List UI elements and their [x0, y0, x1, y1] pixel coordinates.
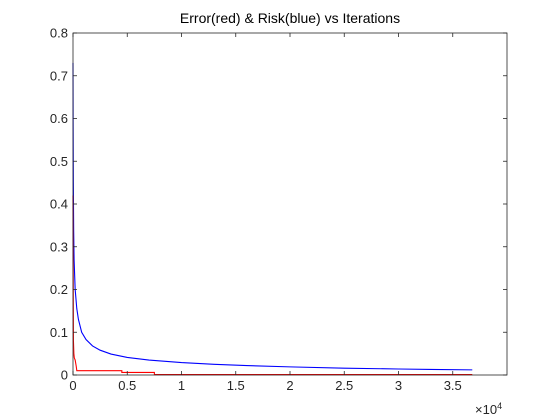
x-tick-label: 3.5: [444, 378, 462, 393]
y-tick-label: 0.4: [50, 197, 68, 212]
x-tick-label: 1.5: [227, 378, 245, 393]
x-tick-label: 0: [69, 378, 76, 393]
x-tick-label: 3: [395, 378, 402, 393]
y-tick-label: 0: [61, 368, 68, 383]
x-tick-label: 2: [286, 378, 293, 393]
y-tick-label: 0.1: [50, 325, 68, 340]
x-exponent-power: 4: [497, 401, 502, 411]
x-exponent-base: ×10: [475, 402, 497, 417]
plot-area: [73, 33, 507, 375]
y-tick-label: 0.2: [50, 282, 68, 297]
y-tick-label: 0.6: [50, 111, 68, 126]
y-tick-label: 0.3: [50, 239, 68, 254]
y-tick-label: 0.5: [50, 154, 68, 169]
y-tick-label: 0.7: [50, 68, 68, 83]
x-tick-label: 2.5: [335, 378, 353, 393]
x-tick-label: 1: [178, 378, 185, 393]
y-tick-label: 0.8: [50, 26, 68, 41]
chart-title: Error(red) & Risk(blue) vs Iterations: [180, 10, 400, 26]
x-exponent-label: ×104: [475, 401, 502, 417]
x-tick-label: 0.5: [118, 378, 136, 393]
